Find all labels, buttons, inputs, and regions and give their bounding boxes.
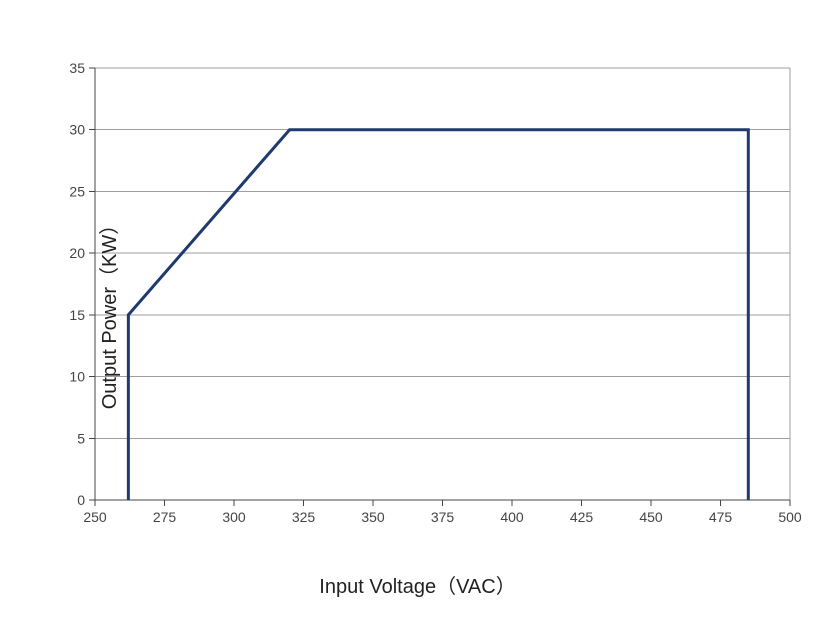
x-tick-label: 500 [778, 509, 802, 525]
y-tick-label: 5 [77, 430, 85, 446]
x-axis-label: Input Voltage（VAC） [0, 570, 835, 599]
y-tick-label: 20 [69, 245, 85, 261]
x-tick-label: 325 [292, 509, 316, 525]
y-tick-label: 30 [69, 122, 85, 138]
y-tick-label: 35 [69, 60, 85, 76]
x-tick-label: 250 [83, 509, 107, 525]
chart-container: 250 275 300 325 350 375 400 425 450 475 500 0 5 10 15 2… [0, 0, 835, 624]
y-axis-label: Output Power（KW） [93, 215, 122, 410]
x-tick-label: 425 [570, 509, 594, 525]
y-tick-label: 25 [69, 183, 85, 199]
x-tick-label: 450 [639, 509, 663, 525]
chart-svg: 250 275 300 325 350 375 400 425 450 475 500 0 5 10 15 2… [0, 0, 835, 624]
x-tick-label: 400 [500, 509, 524, 525]
y-tick-label: 15 [69, 307, 85, 323]
y-tick-label: 0 [77, 492, 85, 508]
x-tick-label: 475 [709, 509, 733, 525]
x-tick-label: 375 [431, 509, 455, 525]
x-tick-label: 300 [222, 509, 246, 525]
x-tick-label: 275 [153, 509, 177, 525]
x-tick-label: 350 [361, 509, 385, 525]
y-tick-label: 10 [69, 369, 85, 385]
